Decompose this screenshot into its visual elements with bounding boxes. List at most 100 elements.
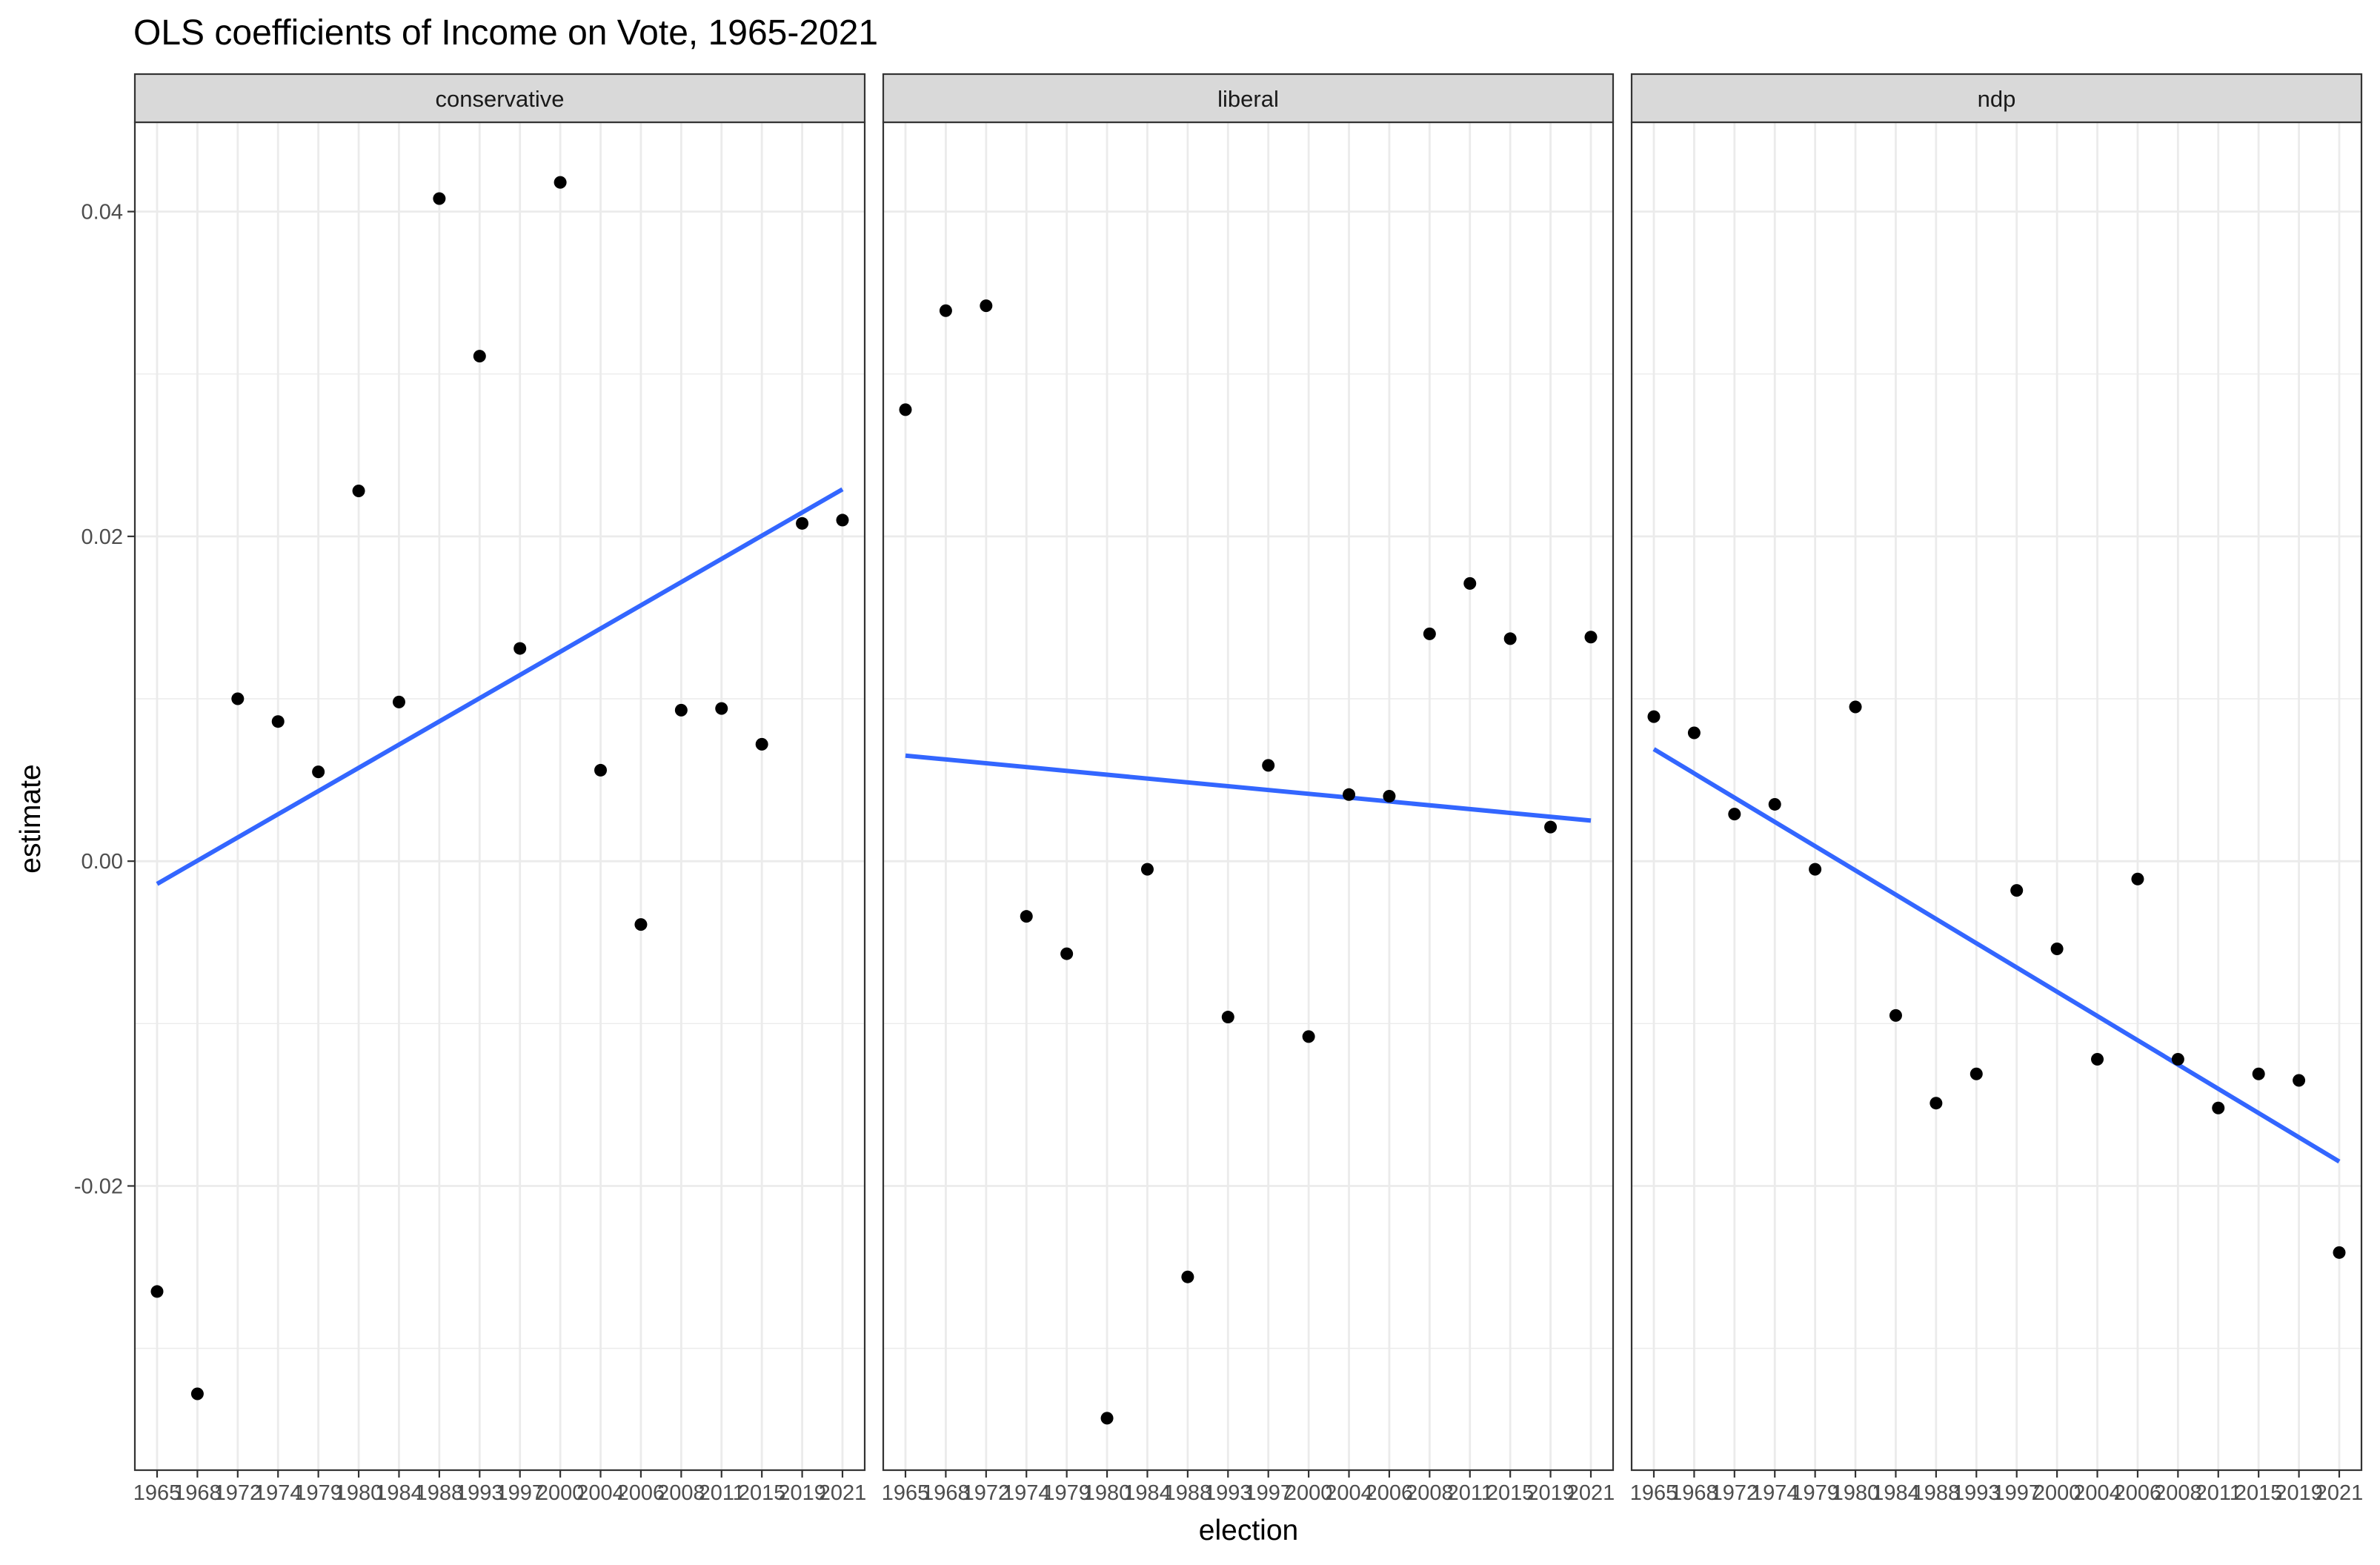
x-tick-label: 1980 (1832, 1481, 1880, 1505)
data-point (554, 176, 567, 189)
x-tick-label: 2008 (2154, 1481, 2202, 1505)
x-tick-label: 1979 (1043, 1481, 1091, 1505)
x-tick-label: 2019 (1526, 1481, 1575, 1505)
data-point (1728, 808, 1741, 821)
data-point (1262, 759, 1275, 772)
data-point (2333, 1246, 2346, 1259)
facet-strip-label: ndp (1978, 86, 2016, 112)
y-axis-title: estimate (15, 764, 47, 873)
x-tick-label: 1972 (214, 1481, 262, 1505)
x-tick-label: 2000 (1285, 1481, 1333, 1505)
data-point (1221, 1011, 1234, 1024)
data-point (2171, 1053, 2184, 1066)
x-tick-label: 1968 (922, 1481, 970, 1505)
data-point (2050, 943, 2064, 956)
x-tick-label: 2011 (1447, 1481, 1493, 1505)
x-tick-label: 1965 (133, 1481, 182, 1505)
facet-strip-label: liberal (1217, 86, 1279, 112)
data-point (392, 695, 405, 708)
data-point (1181, 1270, 1194, 1283)
panel-border (882, 121, 1615, 1472)
x-tick-label: 1972 (963, 1481, 1011, 1505)
x-tick-label: 2004 (1325, 1481, 1373, 1505)
facet-panel-ndp: ndp 1965196819721974197919801984198819931… (1630, 73, 2363, 1505)
data-point (190, 1387, 204, 1400)
data-point (1383, 790, 1396, 803)
panel-border (1630, 121, 2363, 1472)
x-tick-label: 1997 (1992, 1481, 2041, 1505)
data-point (1849, 700, 1862, 714)
x-tick-label: 2015 (738, 1481, 786, 1505)
x-tick-label: 2006 (1366, 1481, 1414, 1505)
data-point (2212, 1101, 2225, 1114)
data-point (1970, 1067, 1983, 1080)
trend-line (156, 487, 844, 886)
x-tick-label: 1997 (1244, 1481, 1292, 1505)
x-tick-label: 1974 (1003, 1481, 1051, 1505)
y-tick-label: -0.02 (74, 1174, 123, 1198)
x-tick-label: 1993 (456, 1481, 504, 1505)
x-tick-label: 1968 (173, 1481, 222, 1505)
x-tick-label: 2000 (2033, 1481, 2081, 1505)
data-point (352, 484, 365, 497)
x-tick-label: 2008 (1406, 1481, 1454, 1505)
y-tick-label: 0.00 (82, 850, 123, 874)
data-point (1584, 631, 1598, 644)
x-tick-label: 2015 (2235, 1481, 2283, 1505)
data-point (1423, 627, 1436, 640)
x-tick-label: 1968 (1670, 1481, 1718, 1505)
x-tick-label: 1984 (375, 1481, 423, 1505)
data-point (312, 765, 325, 779)
data-point (1100, 1412, 1114, 1425)
data-point (1503, 632, 1517, 645)
x-tick-label: 1984 (1872, 1481, 1920, 1505)
data-point (271, 715, 285, 728)
facet-panel-conservative: conservative 1965196819721974197919801984… (133, 73, 866, 1505)
x-tick-label: 1993 (1204, 1481, 1252, 1505)
data-point (755, 737, 768, 751)
x-tick-label: 2019 (778, 1481, 826, 1505)
facet-panels: conservative1965196819721974197919801984… (133, 73, 2363, 1505)
x-tick-label: 1984 (1123, 1481, 1171, 1505)
x-tick-label: 1979 (294, 1481, 342, 1505)
panel-border (133, 121, 866, 1472)
x-tick-label: 1993 (1952, 1481, 2001, 1505)
data-point (1687, 726, 1701, 740)
chart-title: OLS coefficients of Income on Vote, 1965… (133, 13, 878, 53)
data-point (433, 192, 446, 205)
x-tick-label: 2011 (699, 1481, 745, 1505)
y-axis: -0.02 0.00 0.02 0.04 (74, 201, 135, 1198)
y-tick-label: 0.02 (82, 525, 123, 549)
x-tick-label: 2000 (536, 1481, 585, 1505)
x-tick-label: 1972 (1711, 1481, 1759, 1505)
data-point (1768, 797, 1781, 811)
data-point (634, 918, 648, 931)
data-point (513, 642, 527, 655)
trend-line (905, 753, 1592, 823)
data-point (836, 514, 849, 527)
x-tick-label: 1988 (1164, 1481, 1212, 1505)
x-tick-label: 2006 (617, 1481, 665, 1505)
facet-strip (133, 73, 866, 124)
data-point (980, 299, 993, 313)
data-point (1020, 910, 1033, 923)
data-point (1060, 947, 1074, 960)
data-point (674, 703, 688, 717)
x-tick-label: 1997 (496, 1481, 544, 1505)
x-tick-label: 2006 (2114, 1481, 2162, 1505)
data-point (1140, 863, 1154, 876)
data-point (2131, 872, 2144, 885)
x-tick-label: 1980 (1083, 1481, 1131, 1505)
x-tick-label: 2004 (576, 1481, 625, 1505)
data-point (899, 403, 912, 416)
facet-strip (882, 73, 1615, 124)
x-tick-label: 2015 (1486, 1481, 1535, 1505)
data-point (594, 763, 608, 777)
facet-strip (1630, 73, 2363, 124)
x-tick-label: 1988 (416, 1481, 464, 1505)
x-tick-label: 2019 (2275, 1481, 2323, 1505)
data-point (231, 692, 245, 705)
x-axis-title: election (1199, 1515, 1298, 1546)
x-tick-label: 2011 (2195, 1481, 2241, 1505)
